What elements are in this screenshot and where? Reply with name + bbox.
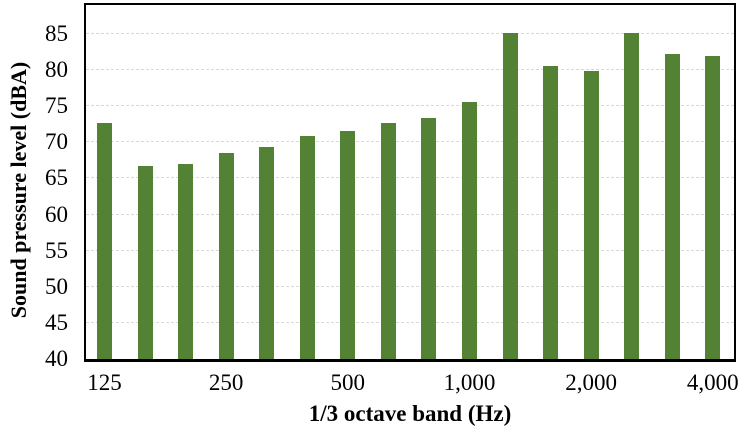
bar-7 xyxy=(380,123,396,359)
bar-5 xyxy=(299,135,315,359)
bar-10 xyxy=(502,33,518,359)
x-axis-title: 1/3 octave band (Hz) xyxy=(308,401,512,426)
bar-1 xyxy=(137,166,153,359)
plot-area xyxy=(84,3,736,362)
x-tick-label-2,000: 2,000 xyxy=(565,370,617,395)
gridline-45 xyxy=(86,321,734,323)
bar-8 xyxy=(421,118,437,359)
bar-14 xyxy=(664,54,680,359)
y-tick-label-45: 45 xyxy=(45,309,68,335)
gridline-55 xyxy=(86,249,734,251)
x-tick-label-500: 500 xyxy=(330,370,366,395)
y-tick-label-55: 55 xyxy=(45,237,68,263)
bar-0 xyxy=(97,123,112,359)
y-tick-label-50: 50 xyxy=(45,273,68,299)
bar-3 xyxy=(218,153,234,359)
gridline-50 xyxy=(86,285,734,287)
gridline-65 xyxy=(86,177,734,179)
gridline-85 xyxy=(86,32,734,34)
y-tick-label-60: 60 xyxy=(45,201,68,227)
x-tick-label-1,000: 1,000 xyxy=(443,370,496,395)
bar-13 xyxy=(624,33,640,359)
bar-2 xyxy=(178,163,194,359)
y-tick-label-75: 75 xyxy=(45,93,68,119)
gridline-75 xyxy=(86,105,734,107)
gridline-80 xyxy=(86,69,734,71)
y-tick-label-65: 65 xyxy=(45,165,68,191)
x-tick-label-125: 125 xyxy=(87,370,122,395)
gridline-60 xyxy=(86,213,734,215)
bar-9 xyxy=(461,101,477,359)
bar-4 xyxy=(259,146,275,359)
y-tick-label-85: 85 xyxy=(45,20,68,46)
bar-12 xyxy=(583,70,599,359)
bar-6 xyxy=(340,130,356,359)
x-tick-label-4,000: 4,000 xyxy=(686,370,739,395)
x-tick-label-250: 250 xyxy=(208,370,244,395)
y-tick-label-80: 80 xyxy=(45,57,68,83)
bar-15 xyxy=(705,56,721,359)
y-tick-label-40: 40 xyxy=(45,346,68,371)
bar-11 xyxy=(543,66,559,359)
y-tick-label-70: 70 xyxy=(45,129,68,155)
gridline-70 xyxy=(86,141,734,143)
